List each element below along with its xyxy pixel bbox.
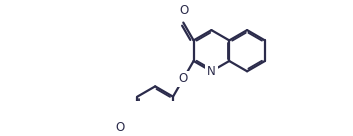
Text: N: N (207, 65, 216, 78)
Text: O: O (179, 72, 188, 85)
Text: O: O (115, 121, 124, 134)
Text: O: O (179, 4, 189, 17)
